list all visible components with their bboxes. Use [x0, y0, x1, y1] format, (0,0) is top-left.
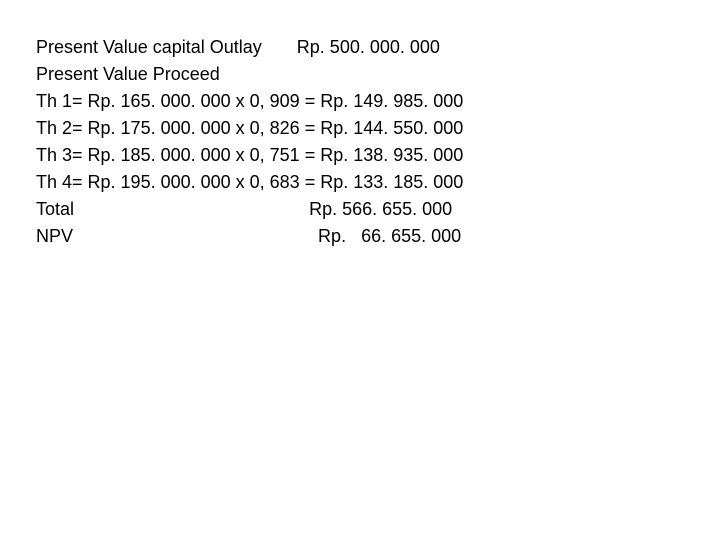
line-year-4: Th 4= Rp. 195. 000. 000 x 0, 683 = Rp. 1… — [36, 169, 720, 196]
line-year-2: Th 2= Rp. 175. 000. 000 x 0, 826 = Rp. 1… — [36, 115, 720, 142]
line-capital-outlay: Present Value capital Outlay Rp. 500. 00… — [36, 34, 720, 61]
line-total: Total Rp. 566. 655. 000 — [36, 196, 720, 223]
line-proceed-header: Present Value Proceed — [36, 61, 720, 88]
line-npv: NPV Rp. 66. 655. 000 — [36, 223, 720, 250]
line-year-3: Th 3= Rp. 185. 000. 000 x 0, 751 = Rp. 1… — [36, 142, 720, 169]
line-year-1: Th 1= Rp. 165. 000. 000 x 0, 909 = Rp. 1… — [36, 88, 720, 115]
text-block: Present Value capital Outlay Rp. 500. 00… — [0, 0, 720, 250]
